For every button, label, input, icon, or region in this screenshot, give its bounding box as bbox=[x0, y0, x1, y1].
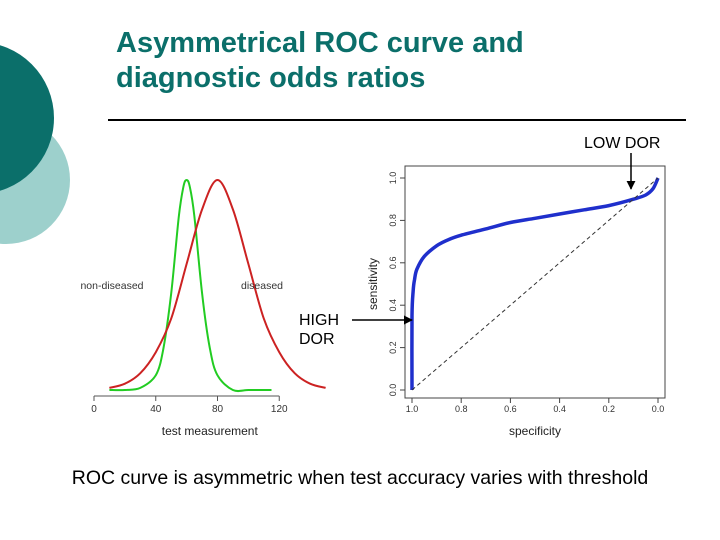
legend-label-diseased: diseased bbox=[241, 280, 283, 292]
y-tick-label: 1.0 bbox=[388, 172, 398, 185]
plot-frame bbox=[404, 165, 666, 399]
x-tick-label: 120 bbox=[271, 404, 288, 415]
y-tick-label: 0.0 bbox=[388, 384, 398, 397]
slide-title-line-2: diagnostic odds ratios bbox=[116, 62, 426, 94]
x-tick-label: 1.0 bbox=[406, 404, 419, 414]
high-dor-label-line-2: DOR bbox=[299, 331, 335, 348]
y-axis-title: sensitivity bbox=[366, 258, 380, 310]
x-tick-label: 0.8 bbox=[455, 404, 468, 414]
legend-label-non-diseased: non-diseased bbox=[80, 280, 143, 292]
y-tick-label: 0.2 bbox=[388, 341, 398, 354]
x-tick-label: 40 bbox=[150, 404, 162, 415]
chance-diagonal-line bbox=[411, 177, 659, 391]
decorative-circles bbox=[0, 45, 70, 244]
distribution-chart: 0 40 80 120 test measurement non-diseased dise… bbox=[80, 178, 326, 438]
y-tick-label: 0.6 bbox=[388, 257, 398, 270]
x-tick-label: 0.4 bbox=[553, 404, 566, 414]
high-dor-label-line-1: HIGH bbox=[299, 312, 339, 329]
x-tick-label: 0.6 bbox=[504, 404, 517, 414]
series-line-diseased bbox=[109, 178, 326, 389]
slide-title: Asymmetrical ROC curve and diagnostic od… bbox=[116, 26, 676, 96]
y-tick-label: 0.8 bbox=[388, 214, 398, 227]
title-divider bbox=[108, 119, 686, 121]
annotation-arrows bbox=[352, 153, 636, 325]
decor-circle-dark bbox=[0, 45, 54, 191]
roc-chart: 1.0 0.8 0.6 0.4 0.2 0.0 specificity 0.0 0.2 0.4 0.… bbox=[366, 165, 666, 438]
x-tick-label: 0.2 bbox=[603, 404, 616, 414]
roc-curve-line bbox=[410, 177, 660, 391]
low-dor-label: LOW DOR bbox=[584, 135, 661, 152]
slide-caption: ROC curve is asymmetric when test accura… bbox=[71, 467, 649, 489]
x-tick-label: 80 bbox=[212, 404, 224, 415]
y-tick-label: 0.4 bbox=[388, 299, 398, 312]
x-axis-title: test measurement bbox=[162, 424, 259, 438]
high-dor-label: HIGH DOR bbox=[299, 311, 339, 349]
x-axis-title: specificity bbox=[509, 424, 561, 438]
slide-title-line-1: Asymmetrical ROC curve and bbox=[116, 27, 524, 59]
x-tick-label: 0 bbox=[91, 404, 97, 415]
series-line-non-diseased bbox=[109, 178, 272, 393]
x-tick-label: 0.0 bbox=[652, 404, 665, 414]
